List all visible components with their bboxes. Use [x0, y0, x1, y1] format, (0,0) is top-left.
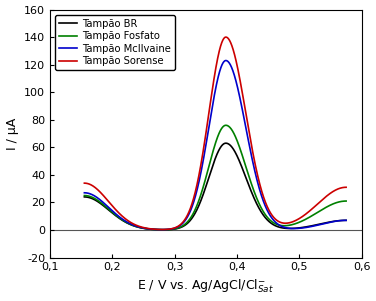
Tampão BR — [82, 195, 86, 199]
Tampão Fosfato — [209, 154, 214, 157]
Tampão McIlvaine — [209, 108, 214, 112]
Tampão Fosfato — [223, 123, 228, 127]
Tampão Sorense — [337, 187, 341, 191]
Tampão BR — [337, 219, 341, 222]
Tampão Fosfato — [96, 199, 100, 202]
Legend: Tampão BR, Tampão Fosfato, Tampão McIlvaine, Tampão Sorense: Tampão BR, Tampão Fosfato, Tampão McIlva… — [55, 14, 175, 70]
Tampão Sorense — [96, 188, 100, 191]
Tampão McIlvaine — [288, 227, 293, 230]
Tampão Fosfato — [337, 200, 341, 204]
Tampão BR — [288, 227, 293, 230]
Tampão BR — [337, 219, 341, 222]
Tampão McIlvaine — [159, 228, 164, 231]
Tampão McIlvaine — [82, 191, 86, 194]
Line: Tampão Sorense: Tampão Sorense — [84, 37, 346, 230]
Tampão BR — [96, 200, 100, 203]
Tampão McIlvaine — [337, 219, 341, 222]
Tampão McIlvaine — [223, 59, 228, 62]
Tampão McIlvaine — [96, 196, 100, 200]
Line: Tampão Fosfato: Tampão Fosfato — [84, 125, 346, 230]
Tampão BR — [161, 228, 166, 231]
Tampão Sorense — [344, 185, 349, 189]
Tampão Sorense — [203, 139, 207, 142]
Line: Tampão BR: Tampão BR — [84, 143, 346, 230]
Tampão Sorense — [160, 228, 164, 231]
Tampão Fosfato — [288, 223, 293, 227]
Tampão Fosfato — [344, 199, 349, 203]
X-axis label: E / V vs. Ag/AgCl/Cl$^{-}_{Sat}$: E / V vs. Ag/AgCl/Cl$^{-}_{Sat}$ — [137, 278, 274, 296]
Tampão McIlvaine — [337, 219, 341, 222]
Tampão Fosfato — [203, 180, 207, 183]
Tampão Fosfato — [337, 200, 341, 204]
Tampão Sorense — [337, 187, 341, 191]
Y-axis label: I / μA: I / μA — [6, 117, 18, 150]
Tampão McIlvaine — [344, 219, 349, 222]
Tampão BR — [209, 167, 214, 170]
Tampão BR — [203, 188, 207, 191]
Tampão Sorense — [223, 35, 228, 39]
Tampão Sorense — [82, 181, 86, 185]
Tampão Sorense — [209, 92, 214, 95]
Tampão Fosfato — [82, 194, 86, 197]
Tampão Fosfato — [161, 228, 165, 231]
Tampão McIlvaine — [203, 150, 207, 153]
Tampão BR — [223, 141, 228, 145]
Tampão Sorense — [288, 221, 293, 224]
Line: Tampão McIlvaine: Tampão McIlvaine — [84, 61, 346, 230]
Tampão BR — [344, 219, 349, 222]
